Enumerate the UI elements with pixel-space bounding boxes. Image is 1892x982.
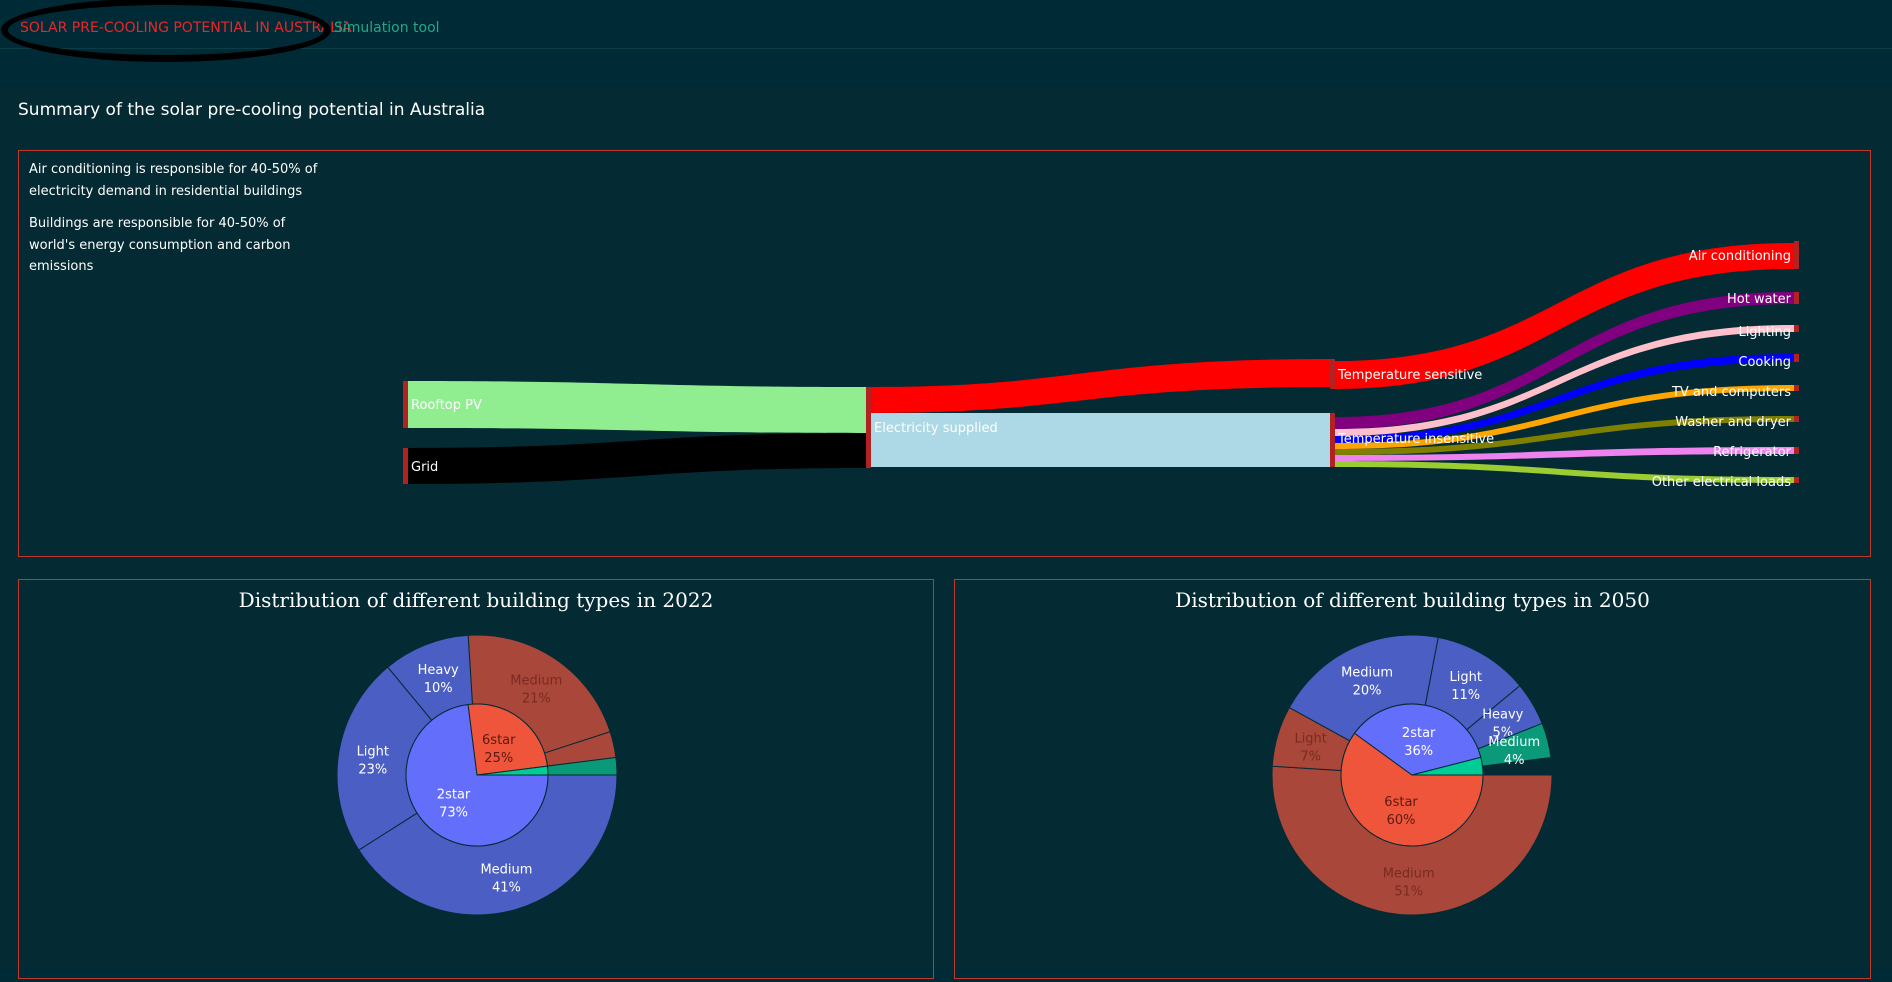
sunburst-2050-inner-slice[interactable]	[1353, 703, 1482, 776]
sunburst-2050-inner-label: 2star 36%	[1402, 726, 1436, 759]
node-rooftop-pv[interactable]	[403, 381, 408, 428]
link-washer-dryer[interactable]	[1335, 416, 1794, 455]
sunburst-2022-inner-slice[interactable]	[476, 765, 549, 776]
sunburst-title-2022: Distribution of different building types…	[238, 588, 714, 612]
link-tv-computers[interactable]	[1335, 385, 1794, 449]
sunburst-panel-2022: Distribution of different building types…	[18, 579, 934, 979]
node-washer-dryer[interactable]	[1794, 416, 1799, 422]
link-air-conditioning[interactable]	[1335, 243, 1794, 389]
sunburst-panel-2050: Distribution of different building types…	[954, 579, 1871, 979]
label-electricity-supplied: Electricity supplied	[874, 421, 998, 436]
sunburst-2050-inner-slice[interactable]	[1340, 732, 1484, 847]
node-other-loads[interactable]	[1794, 477, 1799, 483]
link-rooftop-to-supplied[interactable]	[408, 381, 868, 433]
label-temperature-insensitive: Temperature insensitive	[1337, 432, 1494, 447]
sunburst-2050: Medium 51% Light 7% Medium 20% Light 11%Heavy 5%…	[1271, 634, 1553, 916]
link-other-loads[interactable]	[1335, 461, 1794, 483]
label-rooftop-pv: Rooftop PV	[411, 398, 482, 413]
sunburst-2022: Medium 41% Light 23% Heavy 10% Medium 21% 2star 7…	[336, 634, 618, 916]
page-title: Summary of the solar pre-cooling potenti…	[18, 100, 486, 120]
sunburst-2050-outer-label: Light 7%	[1294, 732, 1326, 765]
label-lighting: Lighting	[1738, 325, 1791, 340]
sunburst-2050-outer-label: Medium 51%	[1383, 866, 1435, 899]
sankey-panel: Air conditioning is responsible for 40-5…	[18, 150, 1871, 557]
sunburst-chart-2050: Medium 51% Light 7% Medium 20% Light 11%Heavy 5%…	[1271, 634, 1553, 916]
node-temperature-insensitive[interactable]	[1330, 413, 1335, 467]
sunburst-2050-outer-label: Medium 4%	[1488, 735, 1540, 768]
sunburst-2022-outer-label: Medium 41%	[480, 862, 532, 895]
top-navigation: SOLAR PRE-COOLING POTENTIAL IN AUSTRALIA…	[0, 0, 1892, 62]
sunburst-2022-outer-label: Medium 21%	[510, 674, 562, 707]
sankey-chart: Rooftop PV Grid Electricity supplied Tem…	[403, 241, 1799, 490]
label-temperature-sensitive: Temperature sensitive	[1337, 368, 1482, 383]
label-refrigerator: Refrigerator	[1713, 445, 1792, 460]
sunburst-chart-2022: Medium 41% Light 23% Heavy 10% Medium 21% 2star 7…	[336, 634, 618, 916]
label-hot-water: Hot water	[1727, 292, 1792, 307]
link-supplied-to-temp-insensitive[interactable]	[871, 413, 1335, 467]
node-grid[interactable]	[403, 448, 408, 484]
node-refrigerator[interactable]	[1794, 447, 1799, 454]
label-grid: Grid	[411, 460, 438, 475]
node-lighting[interactable]	[1794, 325, 1799, 332]
sunburst-2050-outer-label: Medium 20%	[1341, 666, 1393, 699]
sunburst-2022-outer-label: Heavy 10%	[418, 663, 459, 696]
fact-air-conditioning: Air conditioning is responsible for 40-5…	[29, 162, 318, 199]
sunburst-2022-inner-label: 6star 25%	[482, 733, 516, 766]
nav-solar-precooling[interactable]: SOLAR PRE-COOLING POTENTIAL IN AUSTRALIA	[20, 20, 352, 36]
fact-buildings: Buildings are responsible for 40-50% of …	[29, 216, 291, 274]
node-cooking[interactable]	[1794, 354, 1799, 362]
node-tv-computers[interactable]	[1794, 385, 1799, 391]
label-air-conditioning: Air conditioning	[1689, 249, 1791, 264]
sunburst-2050-outer-label: Light 11%	[1449, 670, 1481, 703]
label-washer-dryer: Washer and dryer	[1675, 415, 1791, 430]
link-lighting[interactable]	[1335, 325, 1794, 436]
node-temperature-sensitive[interactable]	[1330, 359, 1335, 389]
node-hot-water[interactable]	[1794, 292, 1799, 304]
sunburst-2022-inner-slice[interactable]	[467, 703, 548, 776]
sunburst-2022-inner-label: 2star 73%	[437, 788, 471, 821]
link-supplied-to-temp-sensitive[interactable]	[871, 359, 1335, 413]
sunburst-title-2050: Distribution of different building types…	[1175, 588, 1650, 612]
node-air-conditioning[interactable]	[1794, 241, 1799, 269]
sunburst-2022-outer-label: Light 23%	[357, 744, 389, 777]
node-electricity-supplied[interactable]	[866, 387, 871, 468]
label-cooking: Cooking	[1738, 355, 1791, 370]
link-hot-water[interactable]	[1335, 292, 1794, 429]
sunburst-2050-outer-label: Heavy 5%	[1482, 707, 1523, 740]
label-other-loads: Other electrical loads	[1652, 475, 1791, 490]
nav-simulation-tool[interactable]: Simulation tool	[334, 20, 440, 36]
content-area	[0, 88, 1892, 966]
sunburst-2050-inner-slice[interactable]	[1411, 756, 1484, 776]
sunburst-2050-inner-label: 6star 60%	[1384, 795, 1418, 828]
link-refrigerator[interactable]	[1335, 447, 1794, 461]
link-cooking[interactable]	[1335, 354, 1794, 443]
label-tv-computers: TV and computers	[1671, 385, 1791, 400]
link-grid-to-supplied[interactable]	[408, 433, 868, 484]
